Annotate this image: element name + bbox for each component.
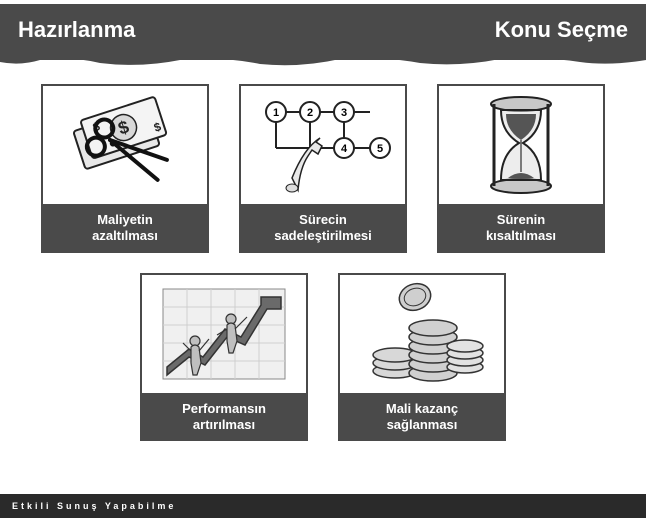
label-line2: sağlanması	[387, 417, 458, 432]
performance-icon	[140, 273, 308, 395]
label-line1: Maliyetin	[97, 212, 153, 227]
header-top-rule	[0, 0, 646, 4]
row-2: Performansın artırılması	[40, 273, 606, 442]
card-label: Mali kazanç sağlanması	[338, 395, 506, 442]
label-line1: Mali kazanç	[386, 401, 458, 416]
card-performance: Performansın artırılması	[140, 273, 308, 442]
svg-text:4: 4	[341, 143, 348, 155]
card-label: Performansın artırılması	[140, 395, 308, 442]
header: Hazırlanma Konu Seçme	[0, 0, 646, 60]
label-line2: azaltılması	[92, 228, 158, 243]
row-1: $ $ $ Maliyetin azaltılması	[40, 84, 606, 253]
card-label: Sürecin sadeleştirilmesi	[239, 206, 407, 253]
svg-text:2: 2	[307, 107, 313, 119]
label-line1: Sürecin	[299, 212, 347, 227]
content: $ $ $ Maliyetin azaltılması	[0, 60, 646, 471]
card-process-simplify: 1 2 3 4 5 Sürecin sadeleştiri	[239, 84, 407, 253]
footer: Etkili Sunuş Yapabilme	[0, 494, 646, 518]
footer-text: Etkili Sunuş Yapabilme	[12, 501, 176, 511]
card-time-shorten: Sürenin kısaltılması	[437, 84, 605, 253]
label-line2: kısaltılması	[486, 228, 556, 243]
label-line2: sadeleştirilmesi	[274, 228, 372, 243]
card-label: Maliyetin azaltılması	[41, 206, 209, 253]
svg-text:5: 5	[377, 143, 383, 155]
card-financial-gain: Mali kazanç sağlanması	[338, 273, 506, 442]
label-line1: Performansın	[182, 401, 266, 416]
header-left-title: Hazırlanma	[18, 17, 135, 43]
hourglass-icon	[437, 84, 605, 206]
coins-icon	[338, 273, 506, 395]
label-line1: Sürenin	[497, 212, 545, 227]
card-cost-reduction: $ $ $ Maliyetin azaltılması	[41, 84, 209, 253]
label-line2: artırılması	[193, 417, 255, 432]
svg-text:1: 1	[273, 107, 279, 119]
svg-text:3: 3	[341, 107, 347, 119]
header-right-title: Konu Seçme	[495, 17, 628, 43]
process-flow-icon: 1 2 3 4 5	[239, 84, 407, 206]
card-label: Sürenin kısaltılması	[437, 206, 605, 253]
header-torn-edge	[0, 56, 646, 68]
scissors-money-icon: $ $ $	[41, 84, 209, 206]
